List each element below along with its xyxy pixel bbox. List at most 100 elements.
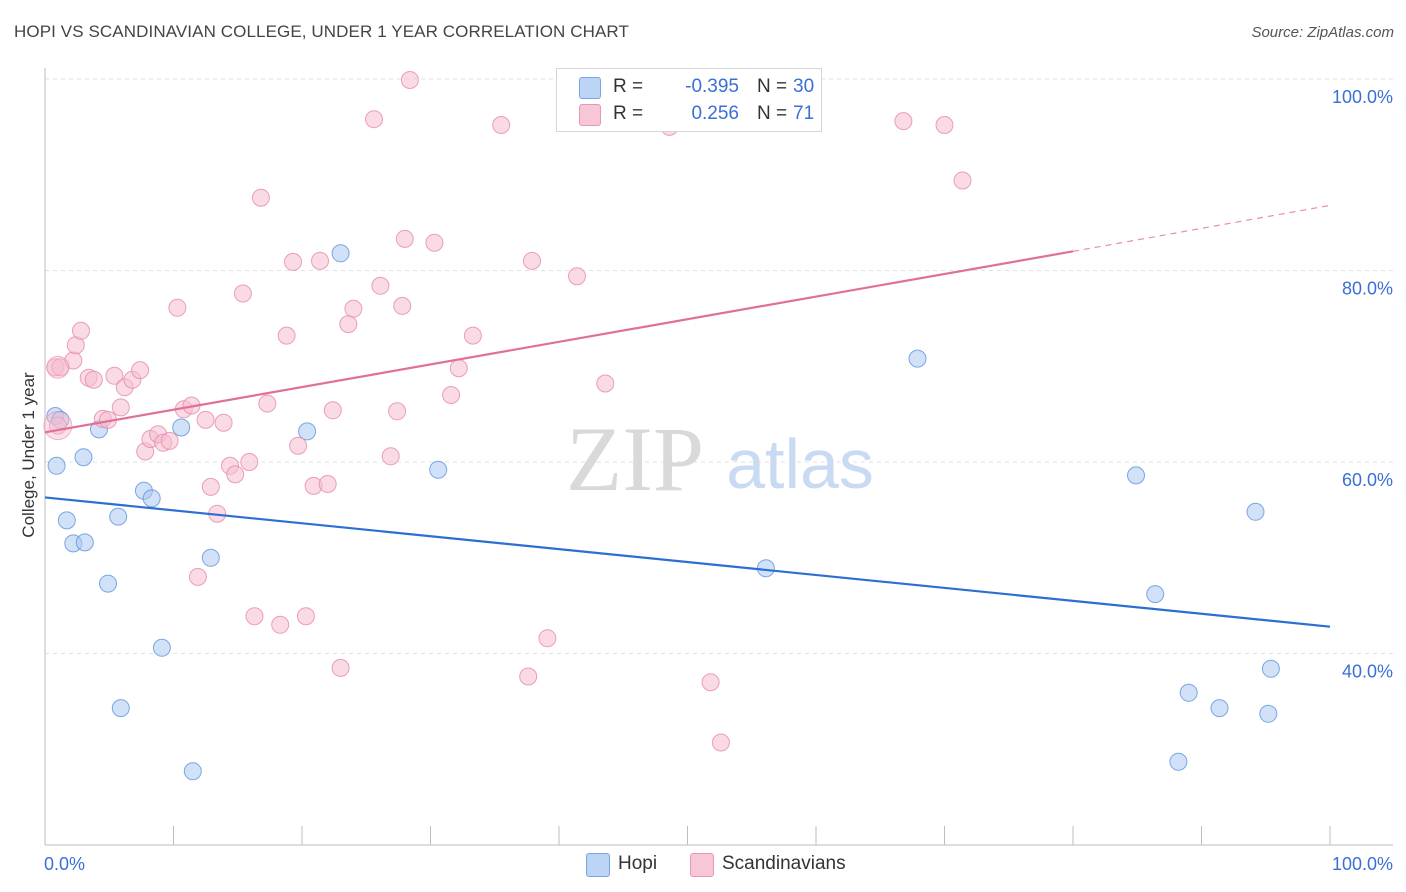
chart-title: HOPI VS SCANDINAVIAN COLLEGE, UNDER 1 YE… bbox=[14, 22, 629, 41]
point-scandinavians-58 bbox=[519, 667, 538, 686]
trend-line-scandinavians-extension bbox=[1072, 204, 1331, 252]
point-scandinavians-26 bbox=[214, 413, 233, 432]
point-scandinavians-42 bbox=[323, 401, 342, 420]
point-scandinavians-59 bbox=[523, 251, 541, 270]
point-hopi-12 bbox=[142, 489, 161, 508]
point-hopi-9 bbox=[109, 507, 128, 526]
point-scandinavians-44 bbox=[339, 315, 358, 334]
point-hopi-18 bbox=[331, 244, 350, 263]
point-scandinavians-large-1 bbox=[46, 355, 70, 379]
legend-r-label: R = bbox=[613, 103, 644, 124]
point-scandinavians-33 bbox=[258, 394, 277, 413]
point-scandinavians-62 bbox=[596, 374, 615, 393]
legend-r-value-scandinavians: 0.256 bbox=[691, 103, 739, 124]
scatter-points bbox=[43, 71, 1280, 781]
point-hopi-15 bbox=[183, 762, 202, 781]
y-axis-label: College, Under 1 year bbox=[19, 372, 38, 538]
point-scandinavians-65 bbox=[701, 673, 720, 692]
correlation-legend: R = -0.395 N = 30 R = 0.256 N = 71 bbox=[556, 68, 822, 132]
point-hopi-16 bbox=[201, 548, 220, 567]
x-tick-label-left: 0.0% bbox=[44, 854, 85, 874]
series-swatch-hopi bbox=[586, 853, 610, 877]
point-scandinavians-9 bbox=[105, 366, 124, 385]
point-scandinavians-48 bbox=[381, 447, 400, 466]
point-hopi-22 bbox=[1127, 466, 1145, 485]
watermark-zip: ZIP bbox=[566, 408, 704, 510]
point-scandinavians-53 bbox=[425, 233, 444, 252]
point-scandinavians-19 bbox=[168, 298, 187, 317]
point-scandinavians-10 bbox=[111, 398, 130, 417]
legend-n-value-hopi: 30 bbox=[793, 76, 815, 97]
series-label-hopi: Hopi bbox=[618, 853, 658, 874]
point-scandinavians-28 bbox=[226, 465, 245, 484]
y-tick-label-40: 40.0% bbox=[1342, 662, 1393, 682]
point-scandinavians-57 bbox=[492, 116, 511, 134]
point-scandinavians-38 bbox=[296, 607, 315, 626]
trend-line-scandinavians bbox=[44, 250, 1074, 434]
legend-n-label: N = bbox=[757, 76, 788, 97]
point-scandinavians-36 bbox=[284, 252, 302, 271]
point-hopi-13 bbox=[152, 638, 171, 657]
point-scandinavians-54 bbox=[442, 386, 461, 404]
point-scandinavians-60 bbox=[538, 629, 557, 648]
point-hopi-3 bbox=[57, 511, 76, 530]
point-scandinavians-49 bbox=[388, 402, 407, 421]
point-hopi-8 bbox=[99, 574, 117, 593]
point-scandinavians-50 bbox=[393, 296, 412, 315]
point-hopi-17 bbox=[298, 422, 317, 441]
point-scandinavians-43 bbox=[331, 658, 350, 677]
point-hopi-27 bbox=[1246, 502, 1265, 521]
point-scandinavians-23 bbox=[196, 410, 215, 429]
point-scandinavians-40 bbox=[311, 251, 329, 270]
point-scandinavians-29 bbox=[233, 284, 252, 303]
point-scandinavians-37 bbox=[289, 436, 308, 455]
point-scandinavians-18 bbox=[160, 431, 179, 450]
y-tick-label-80: 80.0% bbox=[1342, 279, 1393, 299]
point-scandinavians-61 bbox=[568, 267, 586, 286]
trend-lines bbox=[44, 204, 1331, 628]
point-scandinavians-66 bbox=[711, 733, 730, 752]
point-hopi-26 bbox=[1210, 699, 1229, 718]
point-hopi-6 bbox=[74, 448, 93, 467]
watermark: ZIP atlas bbox=[566, 408, 874, 510]
series-label-scandinavians: Scandinavians bbox=[722, 853, 846, 874]
point-scandinavians-52 bbox=[400, 71, 419, 89]
point-scandinavians-69 bbox=[953, 171, 972, 190]
tick-labels: 0.0% 100.0% 40.0% 60.0% 80.0% 100.0% bbox=[44, 87, 1393, 874]
point-scandinavians-51 bbox=[395, 229, 414, 248]
grid-lines bbox=[45, 78, 1393, 654]
y-tick-label-100: 100.0% bbox=[1332, 87, 1393, 107]
point-hopi-5 bbox=[75, 533, 94, 552]
legend-swatch-scandinavians bbox=[579, 104, 601, 126]
legend-r-value-hopi: -0.395 bbox=[685, 76, 739, 97]
point-scandinavians-41 bbox=[318, 475, 337, 493]
point-scandinavians-34 bbox=[271, 615, 290, 634]
legend-n-label: N = bbox=[757, 103, 788, 124]
point-scandinavians-68 bbox=[935, 116, 954, 134]
point-hopi-24 bbox=[1169, 752, 1188, 771]
point-scandinavians-56 bbox=[463, 326, 482, 345]
point-hopi-21 bbox=[908, 349, 927, 368]
point-hopi-23 bbox=[1146, 585, 1165, 604]
point-scandinavians-46 bbox=[365, 110, 383, 129]
legend-n-value-scandinavians: 71 bbox=[793, 103, 815, 124]
point-scandinavians-55 bbox=[449, 359, 468, 378]
point-hopi-19 bbox=[429, 460, 448, 479]
point-scandinavians-67 bbox=[894, 112, 913, 131]
point-scandinavians-22 bbox=[188, 567, 207, 586]
point-scandinavians-45 bbox=[344, 299, 363, 318]
point-scandinavians-30 bbox=[240, 453, 259, 471]
y-tick-label-60: 60.0% bbox=[1342, 470, 1393, 490]
point-scandinavians-31 bbox=[245, 607, 264, 626]
point-scandinavians-32 bbox=[251, 188, 270, 207]
point-scandinavians-4 bbox=[72, 321, 90, 340]
point-hopi-25 bbox=[1179, 683, 1198, 702]
point-scandinavians-24 bbox=[201, 477, 220, 496]
point-hopi-28 bbox=[1259, 704, 1278, 723]
trend-line-hopi bbox=[44, 496, 1331, 628]
point-scandinavians-13 bbox=[131, 361, 150, 380]
chart-source: Source: ZipAtlas.com bbox=[1251, 24, 1394, 41]
point-hopi-14 bbox=[172, 418, 191, 437]
point-hopi-10 bbox=[111, 699, 130, 718]
